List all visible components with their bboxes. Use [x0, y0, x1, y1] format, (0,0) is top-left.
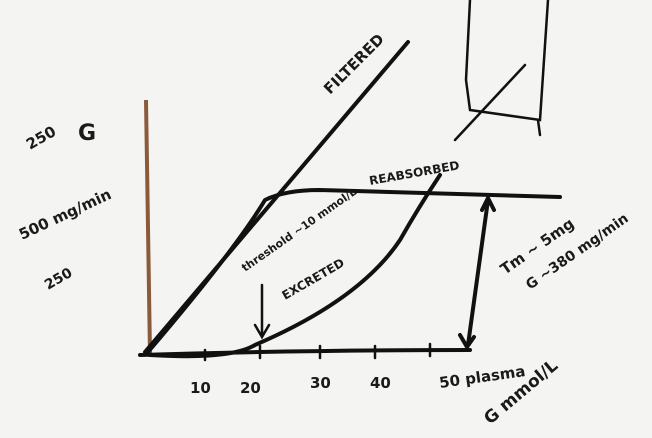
x-tick-label: 20 [240, 379, 261, 397]
excreted-curve [148, 173, 442, 359]
x-tick-label: 40 [370, 374, 391, 392]
stroke [536, 118, 542, 137]
x-tick-label: 10 [190, 379, 211, 397]
arrow-tm [458, 196, 496, 349]
stroke [453, 63, 527, 142]
y-label: G [78, 121, 96, 146]
x-axis [138, 348, 472, 357]
container-sketch [464, 0, 550, 122]
y-axis [144, 99, 152, 356]
arrow-down [253, 283, 271, 340]
x-tick-label: 30 [310, 374, 331, 392]
reabsorbed-curve [146, 188, 562, 354]
